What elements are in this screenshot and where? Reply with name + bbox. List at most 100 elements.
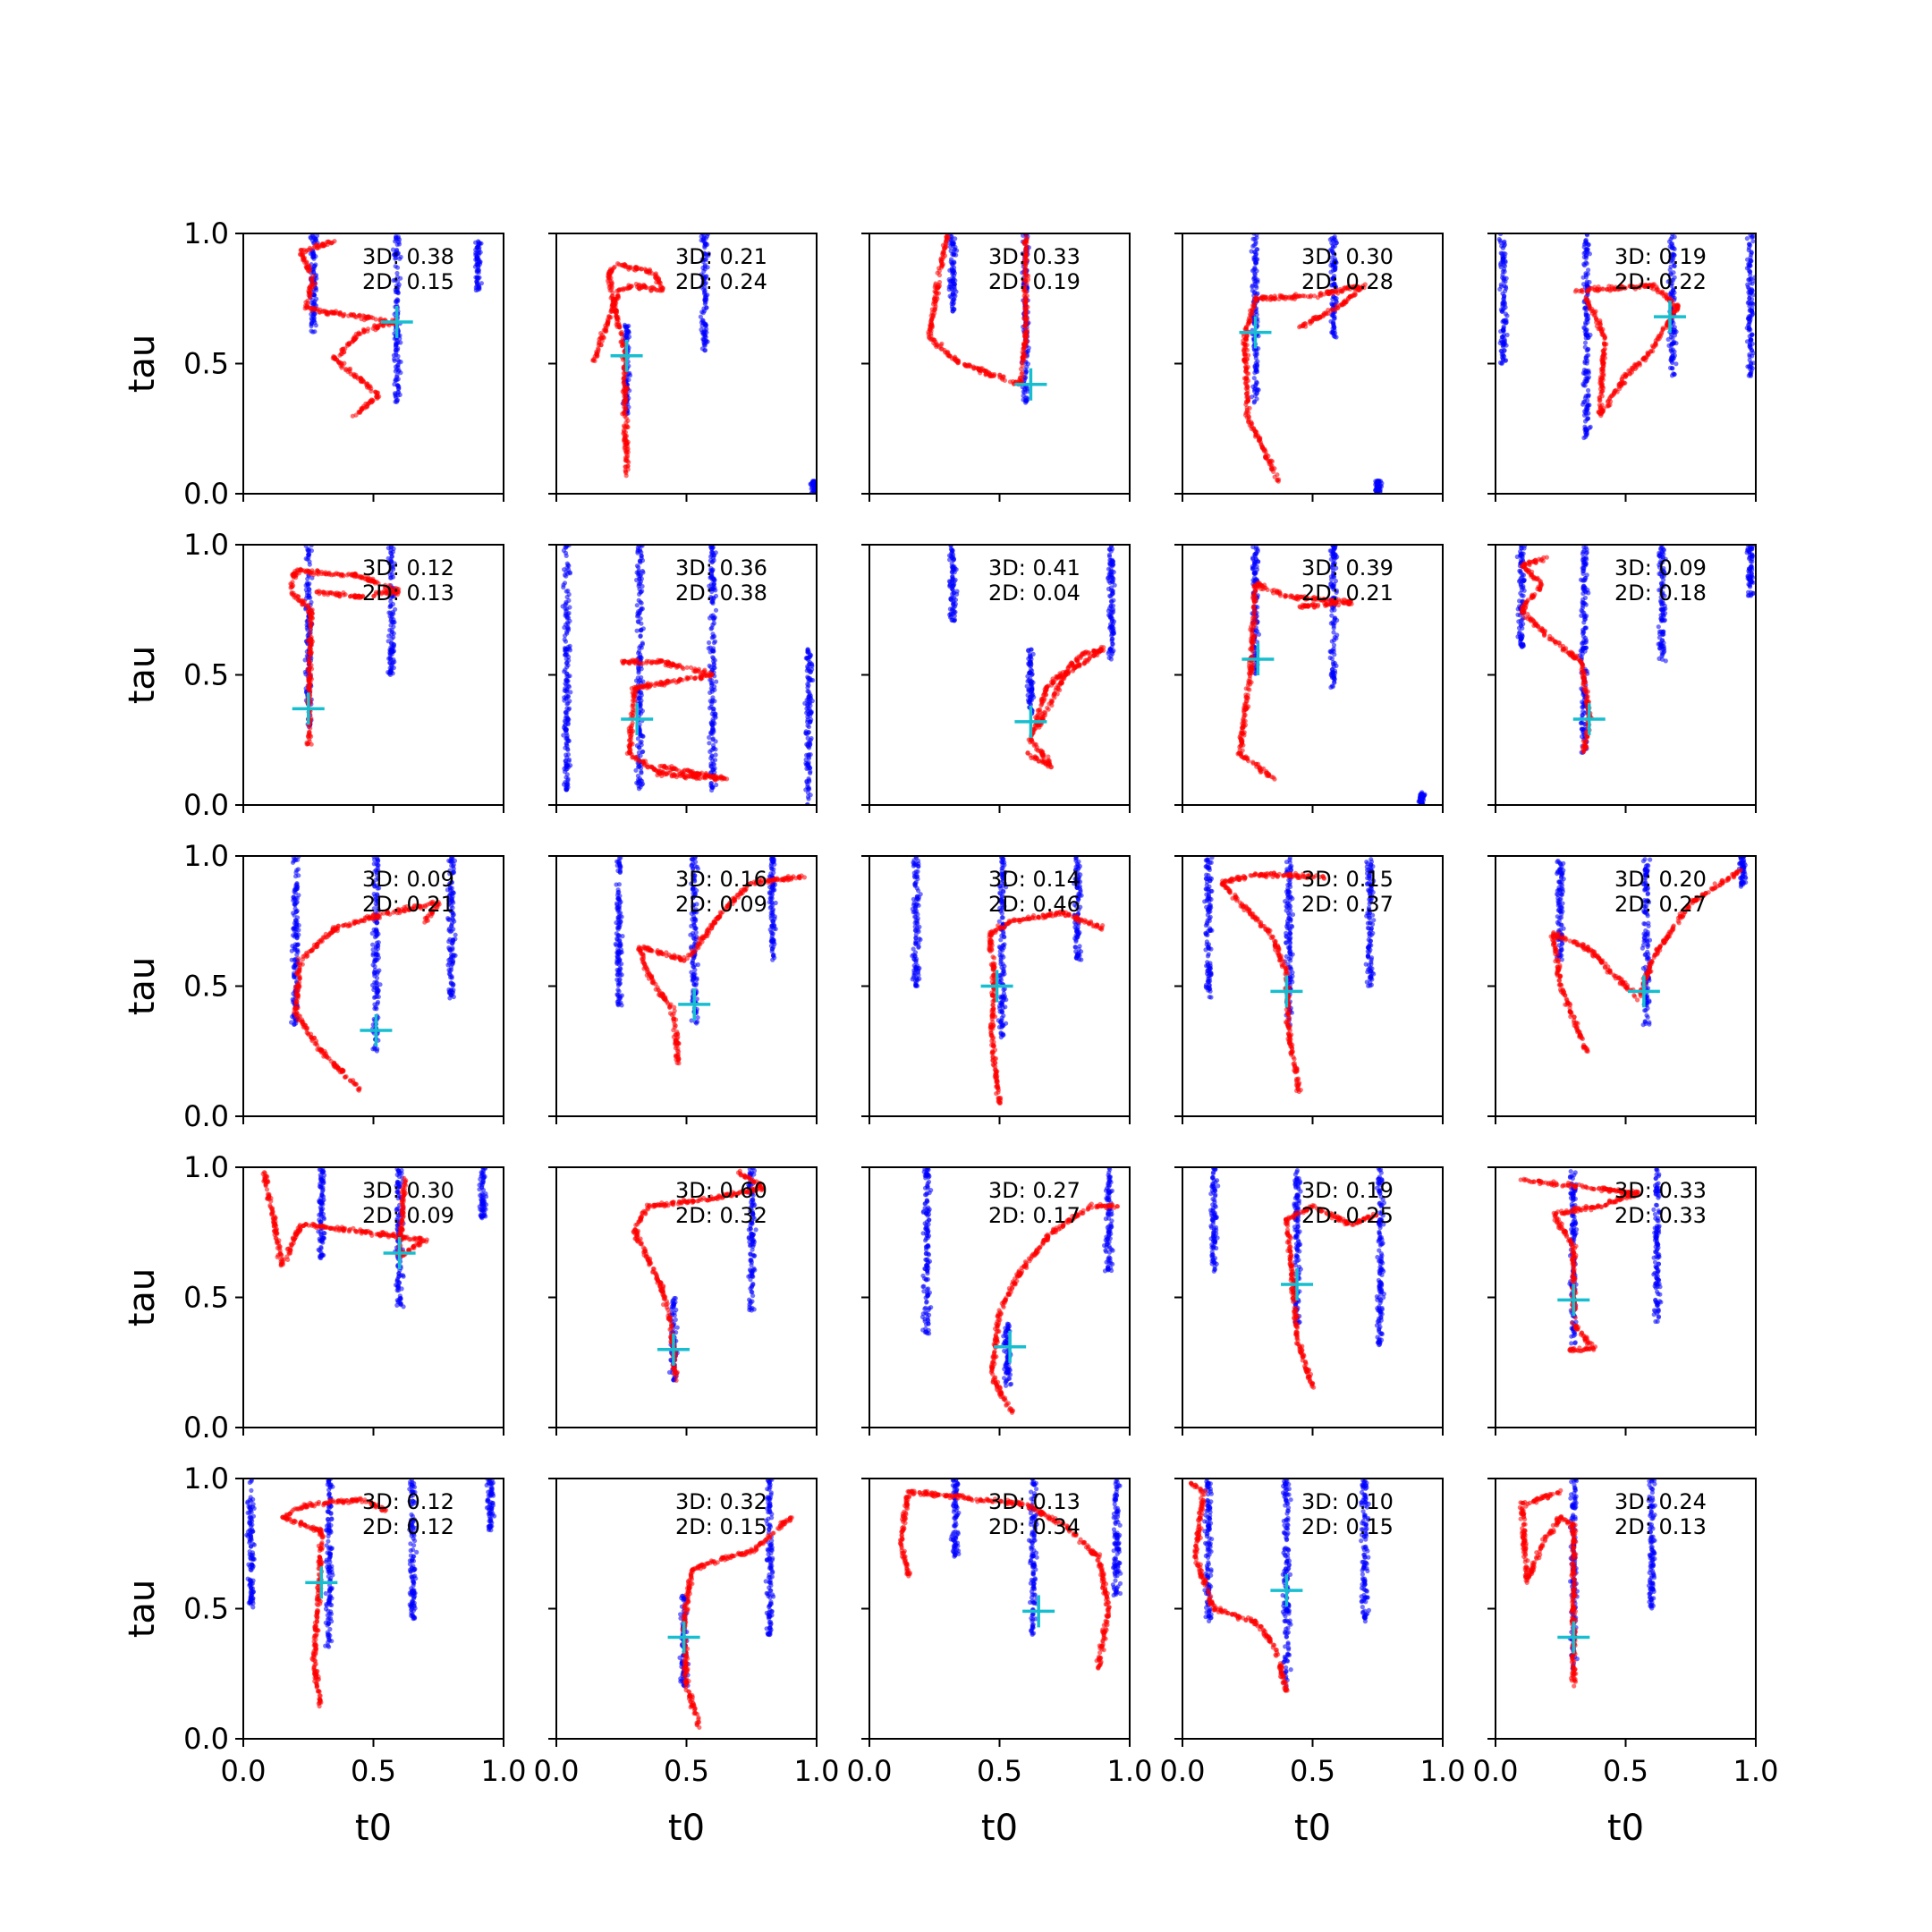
reference-point (391, 665, 396, 671)
sample-point (1355, 287, 1360, 292)
reference-point (1674, 361, 1679, 367)
reference-point (395, 345, 401, 351)
reference-point (707, 741, 712, 746)
sample-point (327, 590, 333, 596)
reference-point (1581, 412, 1588, 418)
reference-point (638, 558, 643, 564)
reference-point (1583, 322, 1589, 327)
reference-point (388, 648, 394, 653)
reference-point (634, 603, 640, 608)
sample-point (1023, 250, 1029, 256)
sample-point (1275, 479, 1281, 484)
reference-point (1504, 313, 1510, 318)
reference-point (1750, 301, 1755, 306)
sample-point (1246, 410, 1251, 416)
sample-point (372, 580, 377, 586)
reference-point (710, 706, 716, 712)
reference-point (638, 589, 643, 595)
reference-point (1500, 356, 1505, 361)
reference-point (397, 336, 402, 342)
reference-point (393, 364, 399, 369)
sample-point (319, 243, 325, 249)
sample-point (623, 473, 629, 479)
reference-point (1253, 355, 1258, 361)
reference-point (387, 610, 394, 615)
reference-point (709, 572, 715, 578)
reference-point (391, 631, 396, 636)
y-tick-label: 0.5 (183, 347, 229, 381)
reference-point (395, 291, 401, 296)
reference-point (636, 570, 641, 575)
sample-point (1592, 309, 1597, 315)
sample-point (1245, 364, 1250, 369)
reference-point (711, 767, 716, 772)
reference-point (1503, 279, 1508, 284)
reference-point (1503, 284, 1509, 290)
sample-point (311, 306, 317, 311)
sample-point (326, 570, 332, 576)
sample-point (616, 320, 622, 326)
reference-point (1669, 281, 1674, 286)
sample-point (1600, 360, 1606, 366)
reference-point (713, 711, 718, 716)
sample-point (1583, 297, 1589, 302)
reference-point (1665, 279, 1671, 284)
reference-point (1255, 386, 1260, 392)
reference-point (1747, 242, 1752, 247)
sample-point (309, 650, 314, 656)
reference-point (1667, 267, 1673, 273)
reference-point (1582, 359, 1588, 364)
sample-point (614, 293, 620, 299)
sample-point (306, 292, 311, 298)
reference-point (1497, 238, 1503, 243)
sample-point (1268, 294, 1274, 300)
sample-point (987, 370, 992, 377)
reference-point (394, 352, 399, 358)
reference-point (704, 252, 709, 258)
reference-point (714, 679, 719, 684)
sample-point (1602, 352, 1607, 357)
reference-point (1745, 284, 1750, 290)
reference-point (711, 553, 716, 558)
reference-point (395, 389, 402, 395)
sample-point (1001, 374, 1006, 379)
sample-point (622, 404, 627, 410)
reference-point (1665, 336, 1671, 343)
reference-point (709, 753, 715, 758)
reference-point (309, 316, 314, 321)
reference-point (1499, 360, 1504, 367)
reference-point (707, 583, 712, 589)
reference-points (560, 545, 816, 805)
reference-point (563, 745, 568, 750)
reference-point (633, 678, 640, 683)
sample-point (1665, 295, 1671, 301)
reference-point (640, 570, 646, 575)
reference-point (709, 748, 715, 753)
reference-point (1672, 325, 1677, 330)
sample-point (354, 375, 360, 380)
reference-point (634, 628, 640, 633)
reference-point (1585, 393, 1590, 398)
sample-point (962, 362, 968, 368)
sample-point (309, 640, 314, 646)
sample-point (1247, 315, 1252, 321)
sample-point (353, 412, 359, 418)
reference-point (1583, 327, 1589, 334)
metric-2d-label: 2D: 0.13 (362, 580, 454, 606)
sample-point (637, 285, 642, 291)
sample-point (1246, 397, 1251, 402)
reference-point (563, 550, 569, 555)
sample-point (1599, 286, 1605, 292)
sample-point (1022, 306, 1028, 311)
sample-point (621, 379, 627, 385)
sample-point (1294, 294, 1300, 300)
sample-point (606, 269, 612, 275)
sample-point (624, 446, 630, 453)
sample-point (352, 595, 358, 600)
sample-point (1594, 319, 1599, 325)
sample-point (300, 252, 305, 258)
reference-point (1252, 370, 1258, 376)
reference-point (1377, 483, 1383, 488)
reference-point (805, 741, 810, 747)
sample-point (1598, 326, 1604, 331)
